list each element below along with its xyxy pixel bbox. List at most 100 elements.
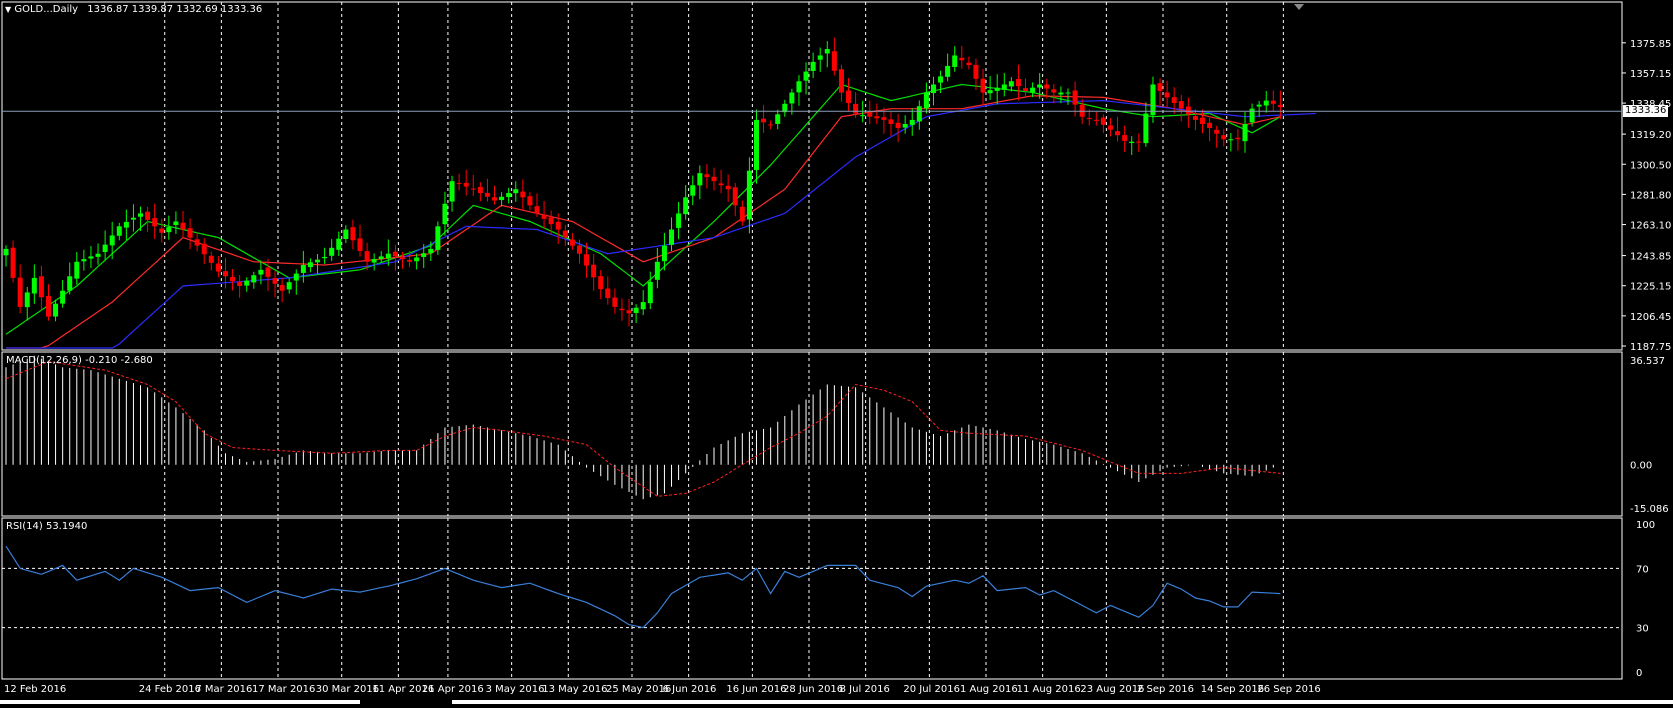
y-tick-label: 1225.15	[1630, 282, 1671, 293]
symbol-label: GOLD...Daily	[14, 4, 79, 15]
candle-body	[1235, 137, 1241, 140]
candle-body	[895, 122, 901, 128]
x-tick-label: 14 Sep 2016	[1201, 684, 1264, 695]
candle-body	[654, 261, 660, 280]
candle-body	[300, 265, 306, 273]
candle-body	[307, 262, 313, 268]
candle-body	[265, 267, 271, 277]
candle-body	[138, 213, 144, 217]
x-tick-label: 30 Mar 2016	[316, 684, 379, 695]
candle-body	[945, 65, 951, 77]
candle-body	[881, 117, 887, 120]
y-tick-label: 1357.15	[1630, 69, 1671, 80]
candle-body	[1263, 100, 1269, 106]
candle-body	[506, 193, 512, 198]
candle-body	[817, 55, 823, 60]
candle-body	[520, 191, 526, 198]
candle-body	[145, 211, 151, 220]
candle-body	[463, 182, 469, 187]
x-tick-label: 6 Jun 2016	[663, 684, 717, 695]
x-tick-label: 23 Aug 2016	[1080, 684, 1144, 695]
candle-body	[1242, 123, 1248, 142]
candle-body	[24, 292, 30, 308]
candle-body	[527, 196, 533, 206]
candle-body	[407, 259, 413, 262]
candle-body	[60, 290, 66, 304]
candle-body	[548, 217, 554, 225]
macd-panel[interactable]	[1, 351, 1623, 517]
candle-body	[902, 123, 908, 128]
candle-body	[10, 247, 16, 278]
candle-body	[605, 288, 611, 299]
candle-body	[1221, 135, 1227, 140]
candle-body	[555, 221, 561, 230]
candle-body	[1178, 101, 1184, 109]
candle-body	[371, 259, 377, 263]
bottom-scrollbar[interactable]	[0, 700, 360, 704]
candle-body	[732, 187, 738, 206]
candle-body	[1079, 104, 1085, 117]
candle-body	[831, 51, 837, 71]
candle-body	[477, 186, 483, 194]
candle-body	[803, 71, 809, 81]
candle-body	[867, 112, 873, 117]
candle-body	[1185, 106, 1191, 115]
candle-body	[562, 230, 568, 238]
candle-body	[45, 296, 51, 317]
x-tick-label: 16 Jun 2016	[726, 684, 786, 695]
candle-body	[279, 284, 285, 291]
dropdown-arrow-icon[interactable]: ▼	[5, 5, 12, 14]
candle-body	[1207, 122, 1213, 128]
x-tick-label: 28 Jun 2016	[783, 684, 843, 695]
price-panel[interactable]	[1, 1, 1623, 351]
candle-body	[938, 76, 944, 83]
x-tick-label: 21 Apr 2016	[422, 684, 484, 695]
x-tick-label: 13 May 2016	[542, 684, 607, 695]
candle-body	[1129, 141, 1135, 143]
candle-body	[916, 106, 922, 122]
candle-body	[102, 244, 108, 253]
candle-body	[258, 269, 264, 275]
ohlc-label: 1336.87 1339.87 1332.69 1333.36	[87, 4, 263, 15]
candle-body	[973, 64, 979, 79]
rsi-panel[interactable]	[1, 517, 1623, 680]
y-tick-label: 1206.45	[1630, 312, 1671, 323]
y-tick-label: 1300.50	[1630, 160, 1671, 171]
candle-body	[846, 90, 852, 104]
x-tick-label: 26 Sep 2016	[1257, 684, 1320, 695]
candle-body	[676, 213, 682, 228]
candle-body	[385, 253, 391, 259]
candle-body	[470, 188, 476, 190]
candle-body	[215, 263, 221, 272]
y-tick-label: 1187.75	[1630, 342, 1671, 353]
candle-body	[824, 49, 830, 54]
scroll-marker-icon[interactable]	[1294, 4, 1304, 10]
candle-body	[1136, 141, 1142, 143]
candle-body	[591, 264, 597, 278]
candle-body	[399, 257, 405, 260]
candle-body	[378, 256, 384, 260]
candle-body	[534, 206, 540, 214]
bottom-scrollbar-track[interactable]	[452, 700, 1673, 704]
candle-body	[640, 302, 646, 310]
candle-body	[725, 185, 731, 190]
candle-body	[626, 310, 632, 314]
x-tick-label: 20 Jul 2016	[903, 684, 960, 695]
macd-tick-label: 36.537	[1630, 356, 1665, 367]
candle-body	[711, 176, 717, 182]
candle-body	[88, 256, 94, 259]
candle-body	[888, 119, 894, 124]
candle-body	[166, 227, 172, 233]
rsi-line	[5, 545, 1281, 629]
candle-body	[930, 84, 936, 94]
candle-body	[201, 243, 207, 255]
candle-body	[994, 87, 1000, 91]
x-tick-label: 2 Sep 2016	[1137, 684, 1194, 695]
candle-body	[17, 277, 23, 307]
x-tick-label: 17 Mar 2016	[252, 684, 315, 695]
y-tick-label: 1375.85	[1630, 39, 1671, 50]
candle-body	[909, 119, 915, 125]
candle-body	[1249, 108, 1255, 123]
